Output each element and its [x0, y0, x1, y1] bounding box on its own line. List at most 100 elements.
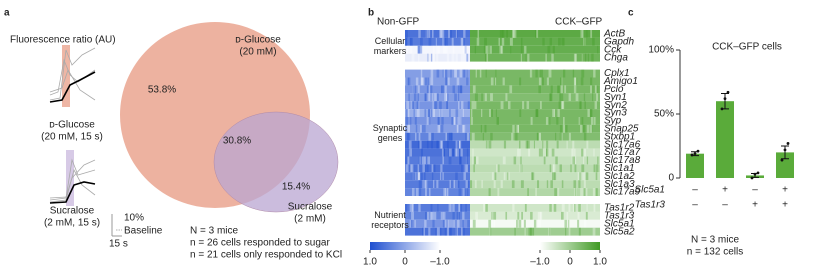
texture — [501, 45, 504, 54]
texture — [448, 148, 452, 157]
texture — [519, 77, 522, 86]
texture — [407, 132, 410, 141]
texture — [502, 156, 506, 165]
heat-cell — [470, 77, 600, 86]
texture — [515, 132, 518, 141]
texture — [592, 93, 594, 102]
data-point — [726, 90, 730, 94]
texture — [539, 211, 542, 220]
texture — [531, 227, 533, 236]
texture — [420, 172, 423, 181]
texture — [454, 180, 456, 189]
texture — [537, 180, 540, 189]
texture — [520, 156, 522, 165]
texture — [514, 30, 517, 38]
texture — [573, 53, 577, 62]
texture — [440, 140, 444, 149]
texture — [458, 188, 462, 196]
texture — [461, 101, 464, 110]
texture — [414, 172, 418, 181]
texture — [462, 188, 465, 196]
texture — [455, 140, 458, 149]
texture — [424, 219, 427, 228]
texture — [439, 109, 443, 117]
texture — [583, 93, 586, 102]
texture — [489, 227, 492, 236]
region-label: 53.8% — [148, 85, 176, 96]
texture — [462, 211, 465, 220]
texture — [448, 156, 452, 165]
texture — [589, 124, 593, 133]
texture — [460, 85, 463, 94]
texture — [460, 204, 463, 212]
texture — [405, 77, 408, 86]
texture — [579, 172, 581, 181]
texture — [446, 53, 450, 62]
texture — [431, 30, 434, 38]
texture — [595, 188, 598, 196]
texture — [446, 140, 449, 149]
texture — [452, 85, 456, 94]
condition-label: Slc5a1 — [634, 185, 665, 196]
texture — [447, 219, 450, 228]
texture — [476, 37, 480, 46]
texture — [568, 219, 570, 228]
texture — [480, 124, 482, 133]
texture — [517, 124, 520, 133]
texture — [405, 156, 407, 165]
texture — [568, 132, 571, 141]
texture — [562, 85, 565, 94]
texture — [520, 180, 524, 189]
texture — [495, 69, 497, 78]
heat-cell — [405, 117, 470, 125]
texture — [452, 45, 455, 54]
texture — [577, 211, 580, 220]
texture — [497, 188, 500, 196]
texture — [574, 77, 577, 86]
texture — [465, 180, 468, 189]
texture — [460, 53, 464, 62]
condition-sign: – — [692, 200, 698, 211]
texture — [407, 132, 411, 141]
texture — [436, 227, 440, 236]
texture — [517, 148, 520, 157]
texture — [572, 69, 575, 78]
texture — [535, 30, 538, 38]
set-concentration: (2 mM) — [294, 214, 326, 225]
texture — [575, 53, 577, 62]
texture — [471, 132, 475, 141]
heat-cell — [470, 53, 600, 62]
texture — [436, 180, 439, 189]
texture — [538, 85, 541, 94]
texture — [563, 124, 566, 133]
texture — [455, 180, 458, 189]
texture — [535, 69, 538, 78]
heat-cell — [405, 30, 470, 38]
texture — [566, 140, 568, 149]
texture — [578, 117, 580, 125]
texture — [420, 77, 424, 86]
texture — [520, 45, 523, 54]
texture — [444, 45, 448, 54]
texture — [536, 30, 539, 38]
texture — [467, 132, 470, 141]
texture — [459, 156, 462, 165]
texture — [585, 211, 588, 220]
texture — [405, 164, 409, 173]
texture — [579, 204, 582, 212]
texture — [502, 30, 505, 38]
texture — [430, 109, 433, 117]
texture — [550, 85, 553, 94]
texture — [442, 37, 444, 46]
texture — [538, 132, 541, 141]
texture — [539, 101, 542, 110]
condition-sign: + — [722, 185, 728, 196]
texture — [485, 69, 487, 78]
texture — [427, 156, 431, 165]
texture — [523, 219, 526, 228]
texture — [457, 93, 460, 102]
texture — [426, 140, 429, 149]
texture — [466, 77, 469, 86]
texture — [418, 101, 420, 110]
texture — [591, 85, 594, 94]
